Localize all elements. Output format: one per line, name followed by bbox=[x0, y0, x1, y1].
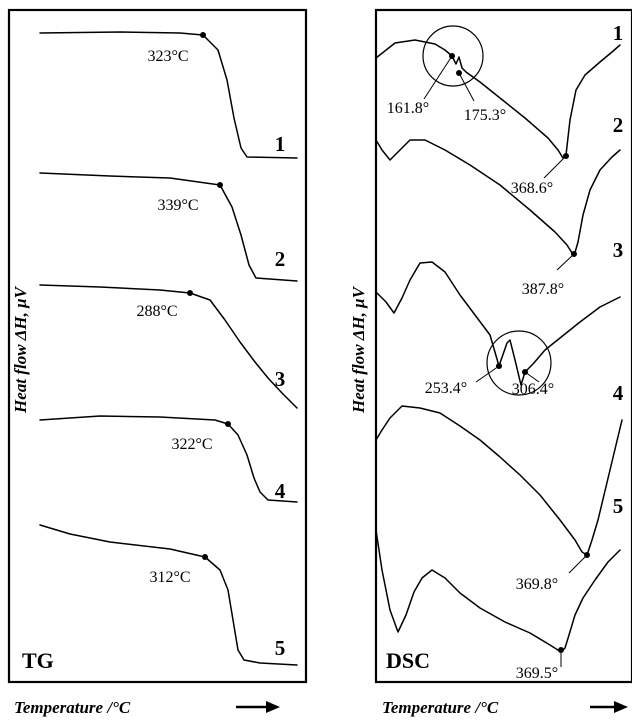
dsc-curve-5 bbox=[375, 529, 621, 653]
tg-curve-number-4: 4 bbox=[275, 479, 286, 503]
dsc-panel: 161.8° 175.3° 368.6° 387.8° 253.4° 306.4… bbox=[374, 8, 632, 684]
dsc-peak-marker-253 bbox=[496, 363, 502, 369]
tg-onset-label-1: 323°C bbox=[147, 48, 188, 65]
tg-onset-label-4: 322°C bbox=[171, 436, 212, 453]
dsc-peak-label-387: 387.8° bbox=[522, 281, 564, 298]
tg-curve-3 bbox=[39, 284, 298, 409]
dsc-peak-marker-368-6 bbox=[563, 153, 569, 159]
tg-onset-label-3: 288°C bbox=[136, 303, 177, 320]
dsc-peak-label-369-8: 369.8° bbox=[516, 576, 558, 593]
tg-curve-5 bbox=[39, 524, 298, 666]
dsc-peak-marker-369-5 bbox=[558, 647, 564, 653]
dsc-curve-1 bbox=[375, 39, 621, 159]
tg-onset-marker-3 bbox=[187, 290, 193, 296]
dsc-y-axis-label: Heat flow ΔH, μV bbox=[349, 285, 368, 414]
dsc-curve-number-1: 1 bbox=[613, 21, 624, 45]
dsc-x-axis-label: Temperature /°C bbox=[382, 698, 499, 717]
tg-onset-marker-4 bbox=[225, 421, 231, 427]
dsc-peak-marker-306 bbox=[522, 369, 528, 375]
dsc-leader-368-6 bbox=[543, 155, 567, 179]
tg-y-axis-label: Heat flow ΔH, μV bbox=[11, 285, 30, 414]
dsc-leader-387 bbox=[556, 253, 575, 271]
dsc-curve-number-2: 2 bbox=[613, 113, 624, 137]
tg-onset-label-2: 339°C bbox=[157, 197, 198, 214]
tg-curve-number-5: 5 bbox=[275, 636, 286, 660]
dsc-leader-253 bbox=[475, 365, 500, 383]
tg-curve-4 bbox=[39, 415, 298, 503]
tg-panel-frame bbox=[7, 8, 308, 684]
dsc-leader-161 bbox=[423, 55, 453, 100]
tg-onset-marker-2 bbox=[217, 182, 223, 188]
tg-x-axis-arrow-icon bbox=[236, 701, 280, 713]
tg-curve-number-1: 1 bbox=[275, 132, 286, 156]
dsc-peak-marker-175 bbox=[456, 70, 462, 76]
dsc-peak-label-306: 306.4° bbox=[512, 381, 554, 398]
tg-onset-marker-1 bbox=[200, 32, 206, 38]
dsc-callout-circle-1 bbox=[422, 25, 484, 87]
dsc-peak-marker-161 bbox=[449, 53, 455, 59]
dsc-peak-marker-369-8 bbox=[584, 552, 590, 558]
dsc-peak-label-253: 253.4° bbox=[425, 380, 467, 397]
tg-onset-label-5: 312°C bbox=[149, 569, 190, 586]
dsc-curve-number-3: 3 bbox=[613, 238, 624, 262]
dsc-curve-2 bbox=[375, 139, 621, 257]
tg-curve-number-2: 2 bbox=[275, 247, 286, 271]
dsc-peak-label-161: 161.8° bbox=[387, 100, 429, 117]
tg-panel: 323°C 339°C 288°C 322°C 312°C 1 2 3 4 5 … bbox=[7, 8, 308, 684]
tg-curve-1 bbox=[39, 31, 298, 159]
dsc-curve-number-5: 5 bbox=[613, 494, 624, 518]
dsc-curve-number-4: 4 bbox=[613, 381, 624, 405]
dsc-callout-circle-3 bbox=[486, 330, 552, 396]
dsc-leader-369-8 bbox=[568, 554, 588, 574]
dsc-panel-label: DSC bbox=[386, 648, 430, 673]
tg-curve-2 bbox=[39, 172, 298, 282]
tg-x-axis-label: Temperature /°C bbox=[14, 698, 131, 717]
dsc-peak-label-368-6: 368.6° bbox=[511, 180, 553, 197]
dsc-peak-marker-387 bbox=[571, 251, 577, 257]
dsc-leader-175 bbox=[458, 72, 475, 102]
tg-curve-number-3: 3 bbox=[275, 367, 286, 391]
dsc-panel-frame bbox=[374, 8, 632, 684]
dsc-curve-4 bbox=[375, 405, 623, 556]
dsc-x-axis-arrow-icon bbox=[590, 701, 628, 713]
tg-panel-label: TG bbox=[22, 648, 54, 673]
tg-onset-marker-5 bbox=[202, 554, 208, 560]
dsc-peak-label-175: 175.3° bbox=[464, 107, 506, 124]
dsc-peak-label-369-5: 369.5° bbox=[516, 665, 558, 682]
